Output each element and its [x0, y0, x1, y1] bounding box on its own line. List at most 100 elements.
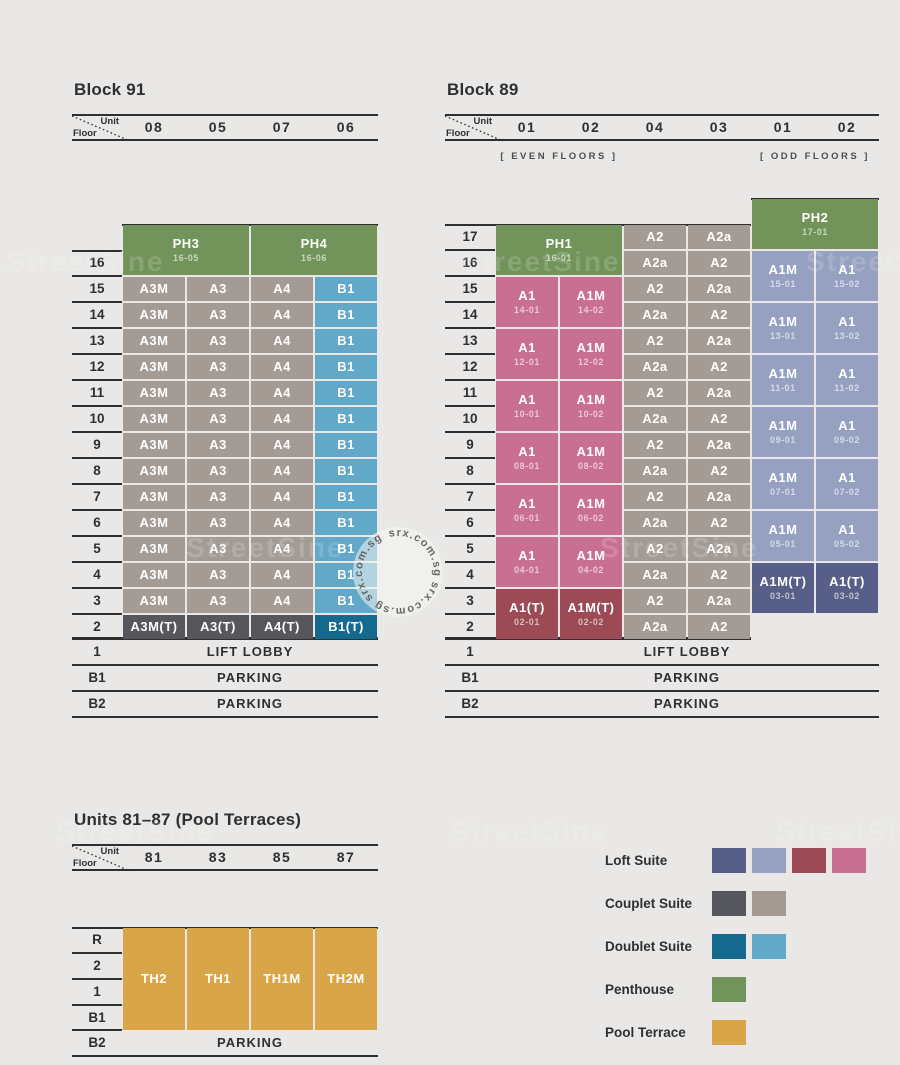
- unit-type-label: A1: [838, 366, 856, 381]
- unit-type-label: A2: [646, 281, 664, 296]
- unit-type-label: A2a: [706, 333, 732, 348]
- legend-swatch-penthouse: [712, 977, 746, 1002]
- unit-type-label: A2a: [642, 307, 668, 322]
- legend-swatch-couplet_light: [752, 891, 786, 916]
- unit-cell: A1M 11-01: [752, 355, 814, 405]
- unit-type-label: A4: [273, 593, 291, 608]
- bottom-row-label: PARKING: [217, 670, 283, 685]
- block-91-section: Block 91 Unit Floor 08 05 07 06 16 15 14 13 12 11 1…: [71, 80, 384, 720]
- unit-cell: A3M: [123, 537, 185, 561]
- unit-type-label: A4: [273, 411, 291, 426]
- unit-number-label: 14-02: [577, 305, 605, 315]
- floor-line: [445, 379, 495, 381]
- legend-label: Pool Terrace: [605, 1025, 686, 1040]
- legend-swatches: [712, 977, 746, 1002]
- unit-cell: A3: [187, 277, 249, 301]
- unit-number-label: 16-06: [300, 253, 328, 263]
- floor-line: [72, 483, 122, 485]
- unit-column-header: 06: [336, 119, 356, 135]
- unit-grid: R 2 1 B1 TH2 TH1 TH1M TH2M: [72, 927, 378, 1031]
- floor-group-labels: [ EVEN FLOORS ] [ ODD FLOORS ]: [445, 151, 885, 165]
- unit-type-label: A2: [646, 541, 664, 556]
- unit-number-label: 10-01: [513, 409, 541, 419]
- unit-type-label: A2a: [706, 489, 732, 504]
- unit-type-label: A4: [273, 567, 291, 582]
- unit-cell: TH1M: [251, 928, 313, 1030]
- unit-cell: A2a: [624, 459, 686, 483]
- unit-cell: B1: [315, 511, 377, 535]
- unit-header-row: Unit Floor 81 83 85 87: [71, 844, 378, 872]
- legend-swatch-loft_dark_blue: [712, 848, 746, 873]
- floor-label: 13: [89, 333, 105, 348]
- bottom-row: 1 LIFT LOBBY: [72, 640, 378, 666]
- unit-type-label: A4: [273, 463, 291, 478]
- bottom-row: B2 PARKING: [72, 692, 378, 718]
- unit-cell: A1 15-02: [816, 251, 878, 301]
- bottom-row-label: PARKING: [654, 696, 720, 711]
- unit-type-label: A1M: [768, 262, 798, 277]
- legend-swatch-couplet_dark: [712, 891, 746, 916]
- floor-label: 15: [89, 281, 105, 296]
- legend-swatches: [712, 934, 786, 959]
- unit-type-label: A2: [646, 229, 664, 244]
- unit-type-label: A1: [838, 470, 856, 485]
- legend-label: Loft Suite: [605, 853, 668, 868]
- grid-bottom-line: [72, 1029, 122, 1031]
- unit-cell: A2: [624, 537, 686, 561]
- unit-cell: A3M: [123, 485, 185, 509]
- floor-parity-label: [ EVEN FLOORS ]: [500, 151, 618, 162]
- floor-line: [72, 952, 122, 954]
- unit-type-label: A2a: [706, 541, 732, 556]
- unit-column-header: 03: [709, 119, 729, 135]
- unit-column-header: 02: [581, 119, 601, 135]
- bottom-row: B2 PARKING: [72, 1031, 378, 1057]
- unit-type-label: A1: [838, 418, 856, 433]
- floor-label: R: [92, 932, 102, 947]
- floor-label: 17: [462, 229, 478, 244]
- unit-cell: A2: [688, 511, 750, 535]
- unit-type-label: A2: [710, 619, 728, 634]
- floor-line: [445, 509, 495, 511]
- unit-cell: A2a: [624, 407, 686, 431]
- floor-label: 2: [466, 619, 474, 634]
- unit-cell: A3M: [123, 303, 185, 327]
- unit-cell: A1M(T) 03-01: [752, 563, 814, 613]
- unit-floor-corner: Unit Floor: [71, 115, 131, 142]
- bottom-row-label: PARKING: [217, 1035, 283, 1050]
- unit-number-label: 15-02: [833, 279, 861, 289]
- unit-type-label: A1: [838, 314, 856, 329]
- unit-cell: PH4 16-06: [251, 225, 377, 275]
- unit-cell: A4: [251, 381, 313, 405]
- unit-type-label: B1: [337, 437, 355, 452]
- corner-unit-label: Unit: [473, 116, 492, 127]
- unit-number-label: 05-01: [769, 539, 797, 549]
- bottom-row-floor-label: B1: [461, 670, 479, 685]
- unit-type-label: B1: [337, 281, 355, 296]
- unit-type-label: A2: [646, 437, 664, 452]
- block-title: Block 89: [447, 80, 519, 99]
- unit-cell: A4: [251, 459, 313, 483]
- unit-column-header: 07: [272, 119, 292, 135]
- legend-label: Doublet Suite: [605, 939, 692, 954]
- bottom-row-floor-label: 1: [93, 644, 101, 659]
- unit-number-label: 13-01: [769, 331, 797, 341]
- floor-line: [72, 978, 122, 980]
- unit-cell: A4: [251, 303, 313, 327]
- unit-type-label: A3: [209, 593, 227, 608]
- unit-type-label: A1M: [768, 470, 798, 485]
- unit-number-label: 02-02: [577, 617, 605, 627]
- unit-number-label: 07-01: [769, 487, 797, 497]
- unit-cell: A4: [251, 355, 313, 379]
- unit-cell: A3: [187, 511, 249, 535]
- legend-swatch-loft_dark_red: [792, 848, 826, 873]
- unit-cell: A2a: [624, 615, 686, 639]
- unit-type-label: PH2: [801, 210, 829, 225]
- unit-type-label: A3M: [139, 307, 169, 322]
- legend-swatch-loft_pink: [832, 848, 866, 873]
- unit-type-label: A2: [710, 255, 728, 270]
- unit-column-header: 83: [208, 849, 228, 865]
- unit-type-label: A4: [273, 385, 291, 400]
- unit-type-label: A1: [518, 288, 536, 303]
- unit-type-label: B1(T): [328, 619, 364, 634]
- unit-cell: B1: [315, 537, 377, 561]
